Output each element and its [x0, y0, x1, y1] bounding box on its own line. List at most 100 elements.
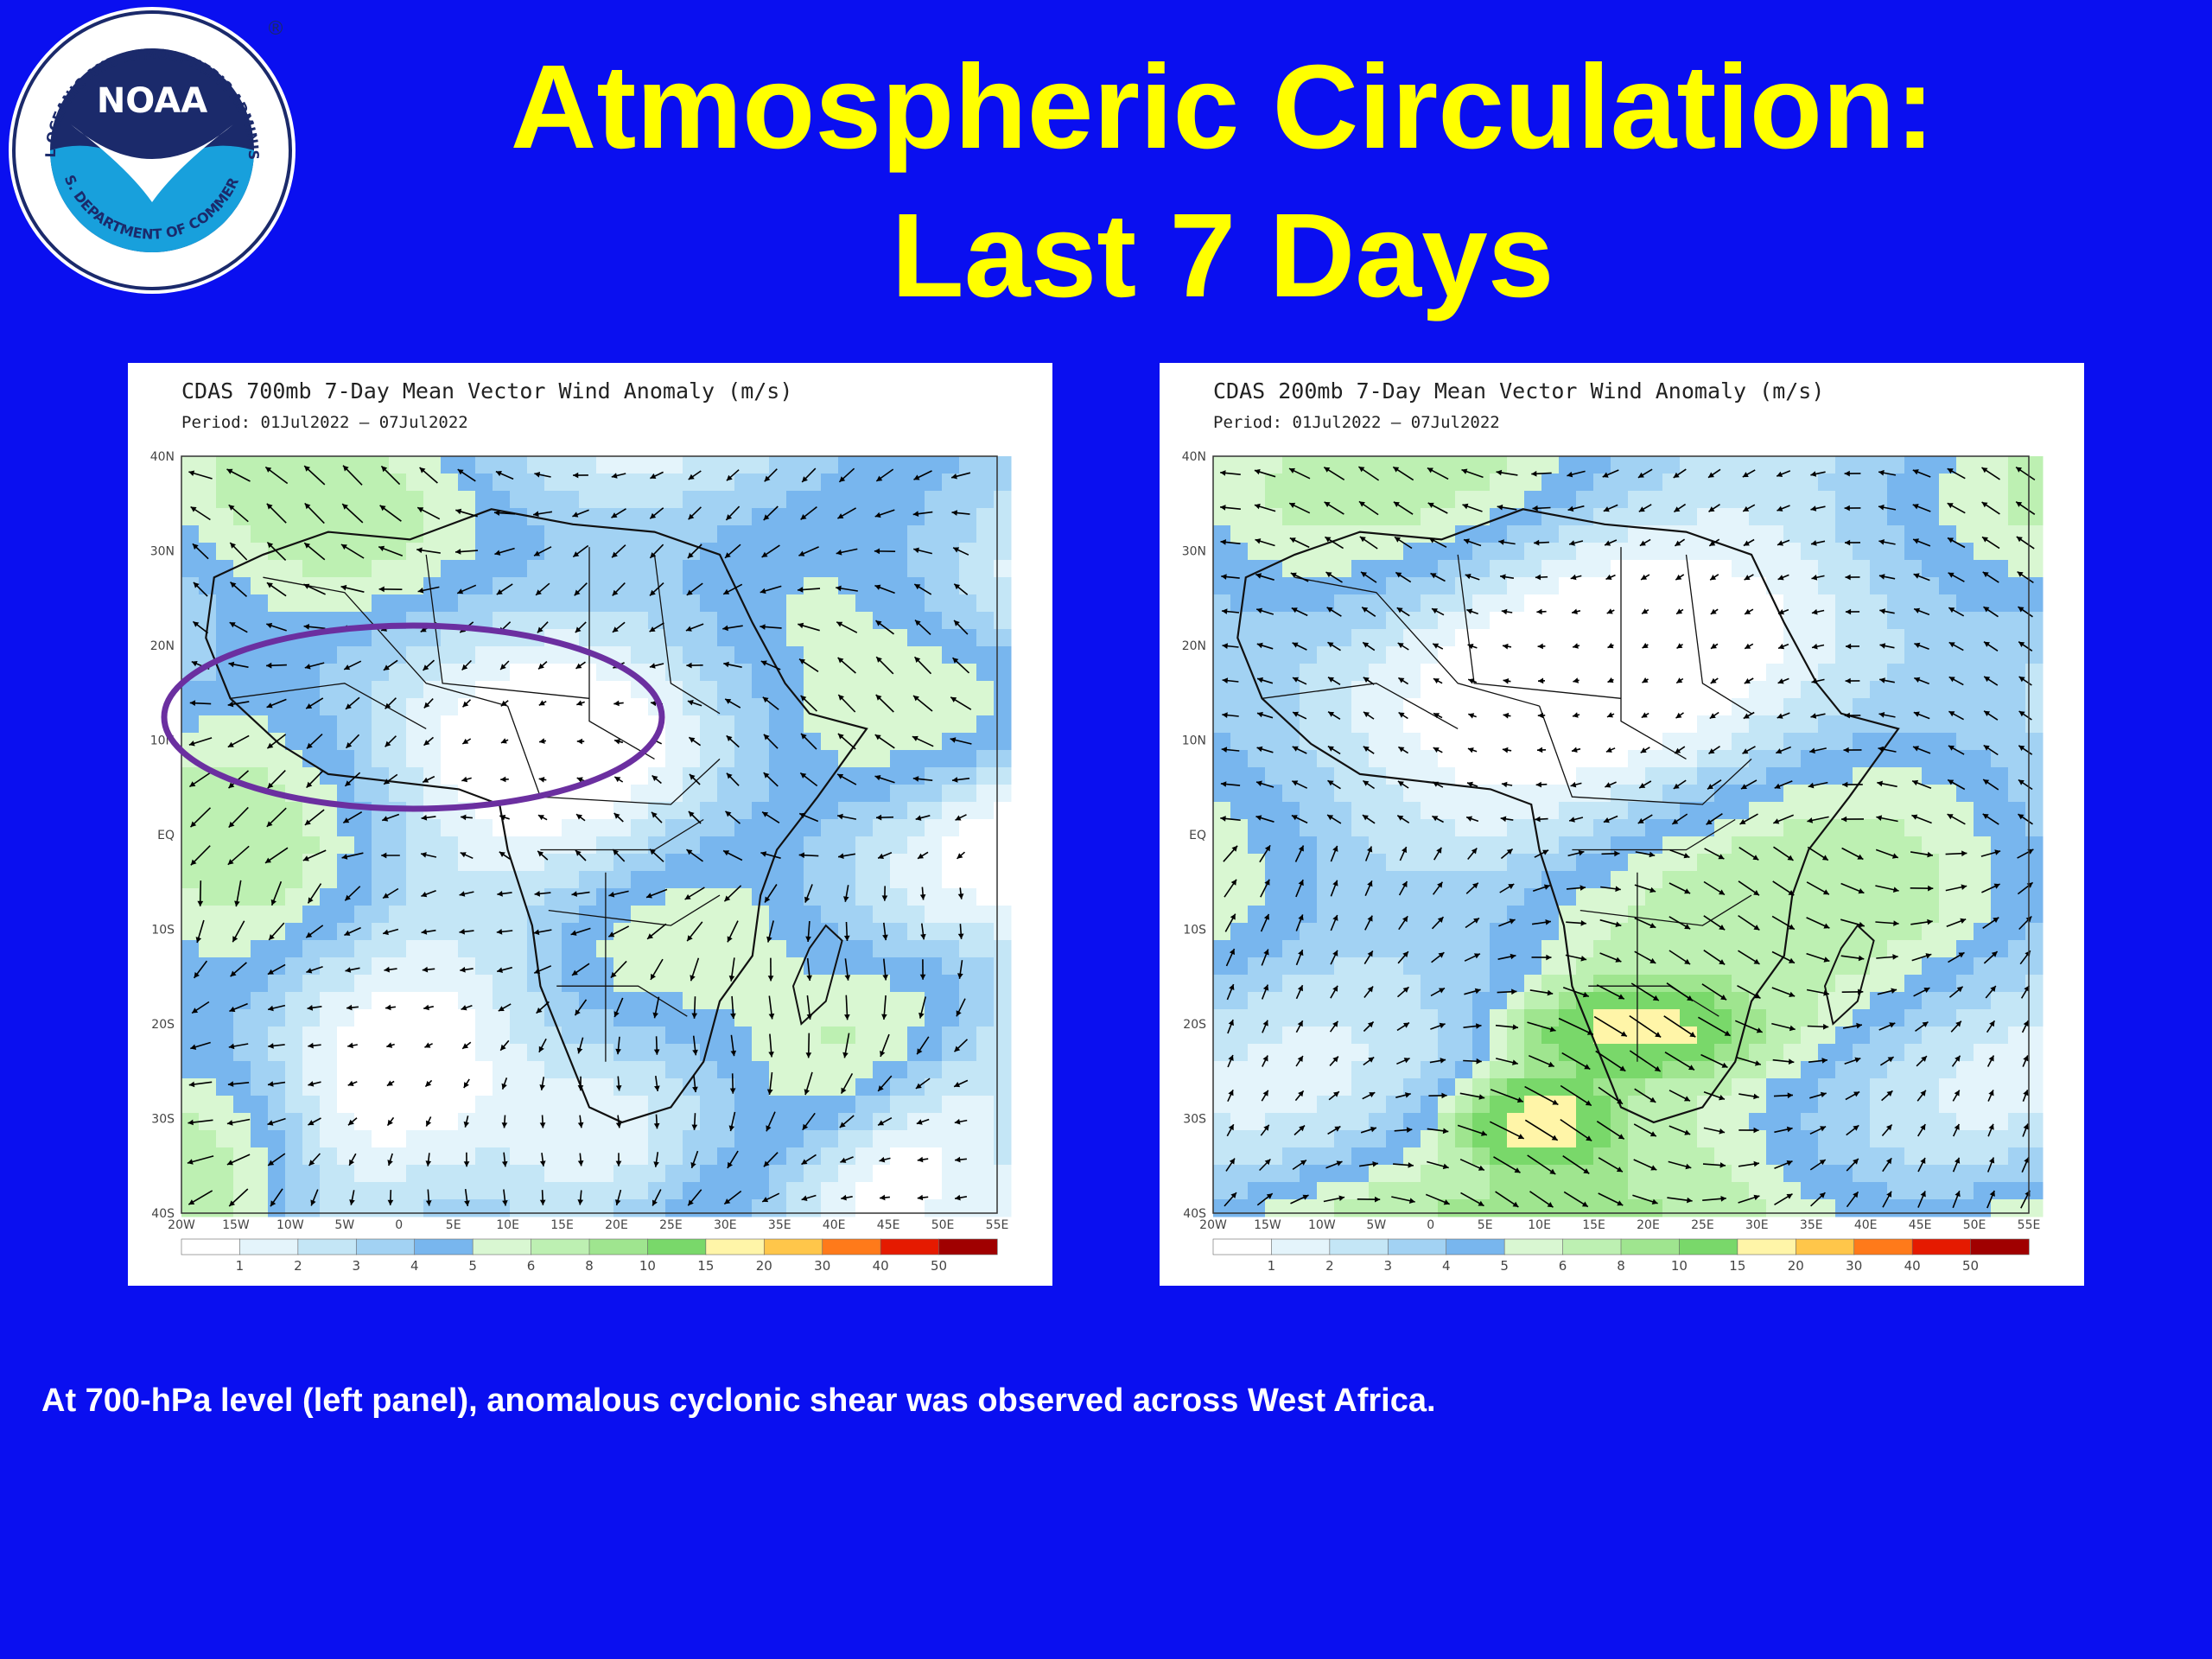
colorbar-swatch: [647, 1238, 707, 1255]
shade-cell: [1766, 785, 1784, 803]
colorbar-label: 15: [697, 1258, 714, 1274]
shade-cell: [1956, 612, 1974, 630]
shade-cell: [1403, 508, 1421, 526]
vector-head: [496, 929, 503, 935]
shade-cell: [665, 992, 683, 1010]
shade-cell: [1282, 474, 1300, 492]
shade-cell: [1265, 664, 1283, 682]
shade-cell: [1507, 577, 1525, 595]
shade-cell: [389, 785, 407, 803]
shade-cell: [1783, 836, 1802, 855]
shade-cell: [1611, 975, 1629, 993]
shade-cell: [216, 577, 234, 595]
shade-cell: [1766, 888, 1784, 906]
shade-cell: [821, 1009, 839, 1027]
shade-cell: [890, 456, 908, 474]
shade-cell: [181, 1009, 200, 1027]
vector-head: [768, 1052, 774, 1058]
shade-cell: [1386, 698, 1404, 716]
shade-cell: [1230, 854, 1249, 872]
shade-cell: [1870, 992, 1888, 1010]
vector-head: [461, 814, 467, 821]
shade-cell: [734, 1096, 753, 1114]
shade-cell: [959, 1009, 977, 1027]
shade-cell: [354, 715, 372, 734]
shade-cell: [976, 1199, 995, 1217]
wind-vector: [423, 698, 434, 709]
shade-cell: [1524, 577, 1542, 595]
vector-head: [534, 550, 540, 556]
shade-cell: [1282, 888, 1300, 906]
shade-cell: [199, 1061, 217, 1079]
shade-cell: [1369, 577, 1387, 595]
shade-cell: [320, 854, 338, 872]
shade-cell: [544, 957, 563, 976]
shade-cell: [1818, 525, 1836, 543]
shade-cell: [389, 940, 407, 958]
shade-cell: [475, 543, 493, 561]
shade-cell: [1939, 957, 1957, 976]
shade-cell: [1455, 681, 1473, 699]
shade-cell: [717, 525, 735, 543]
shade-cell: [475, 871, 493, 889]
shade-cell: [1576, 456, 1594, 474]
shade-cell: [1282, 767, 1300, 785]
shade-cell: [890, 957, 908, 976]
shade-cell: [855, 560, 874, 578]
shade-cell: [734, 456, 753, 474]
vector-head: [952, 777, 958, 783]
vector-head: [612, 551, 618, 558]
shade-cell: [700, 888, 718, 906]
shade-cell: [406, 1113, 424, 1131]
shade-cell: [907, 715, 925, 734]
vector-head: [232, 936, 238, 943]
shade-cell: [1714, 612, 1732, 630]
shade-cell: [1300, 940, 1318, 958]
shade-cell: [1248, 767, 1266, 785]
shade-cell: [1628, 474, 1646, 492]
shade-cell: [1541, 681, 1560, 699]
shade-cell: [1265, 491, 1283, 509]
vector-head: [455, 508, 462, 515]
shade-cell: [233, 940, 251, 958]
wind-vector: [805, 920, 811, 943]
shade-cell: [631, 767, 649, 785]
wind-vector: [875, 620, 894, 635]
shade-cell: [821, 767, 839, 785]
shade-cell: [1300, 508, 1318, 526]
wind-vector: [760, 624, 782, 630]
shade-cell: [1887, 698, 1905, 716]
shade-cell: [1887, 906, 1905, 924]
shade-cell: [320, 871, 338, 889]
shade-cell: [285, 957, 303, 976]
vector-head: [228, 821, 235, 828]
shade-cell: [804, 560, 822, 578]
vector-head: [303, 624, 309, 630]
shade-cell: [337, 629, 355, 647]
shade-cell: [1317, 474, 1335, 492]
shade-cell: [527, 594, 545, 613]
shade-cell: [821, 733, 839, 751]
shade-cell: [527, 1113, 545, 1131]
shade-cell: [804, 525, 822, 543]
shade-cell: [1472, 923, 1491, 941]
wind-vector: [798, 658, 819, 672]
shade-cell: [821, 681, 839, 699]
shade-cell: [1282, 1009, 1300, 1027]
shade-cell: [1576, 733, 1594, 751]
wind-vector: [228, 1188, 249, 1207]
vector-head: [425, 1080, 432, 1087]
shade-cell: [1369, 594, 1387, 613]
shade-cell: [683, 785, 701, 803]
shade-cell: [1438, 992, 1456, 1010]
shade-cell: [527, 992, 545, 1010]
wind-vector: [800, 505, 817, 521]
shade-cell: [1300, 715, 1318, 734]
vector-head: [268, 1005, 274, 1012]
shade-cell: [907, 975, 925, 993]
shade-cell: [1628, 577, 1646, 595]
vector-head: [763, 1160, 770, 1167]
vector-head: [723, 661, 729, 668]
shade-cell: [1300, 888, 1318, 906]
shade-cell: [959, 1147, 977, 1166]
